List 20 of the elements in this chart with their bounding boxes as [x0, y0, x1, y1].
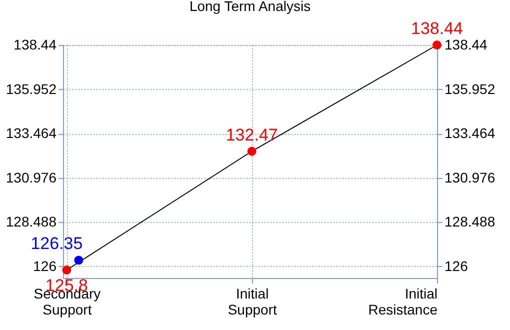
y2-tick-label: 138.44 [444, 36, 488, 52]
y2-tick-label: 133.464 [444, 125, 496, 142]
y2-tick-label: 130.976 [444, 169, 496, 186]
y-tick-label: 126 [33, 258, 57, 274]
y-tick-label: 128.488 [6, 214, 57, 230]
x-tick-label: Initial Support [228, 286, 277, 318]
y2-tick-label: 135.952 [444, 80, 496, 97]
data-label: 132.47 [226, 125, 278, 144]
x-tick-label: Initial Resistance [368, 286, 438, 318]
data-label: 138.44 [411, 19, 463, 38]
y2-tick-label: 126 [444, 258, 468, 274]
data-label: 126.35 [30, 234, 83, 254]
y-tick-label: 138.44 [14, 36, 57, 52]
y2-tick-label: 128.488 [444, 214, 496, 230]
y-tick-label: 133.464 [6, 125, 57, 142]
point [62, 266, 72, 274]
y-tick-label: 135.952 [6, 80, 57, 97]
y-tick-label: 130.976 [6, 169, 57, 186]
chart-title: Long Term Analysis [189, 0, 311, 14]
point [247, 146, 256, 156]
